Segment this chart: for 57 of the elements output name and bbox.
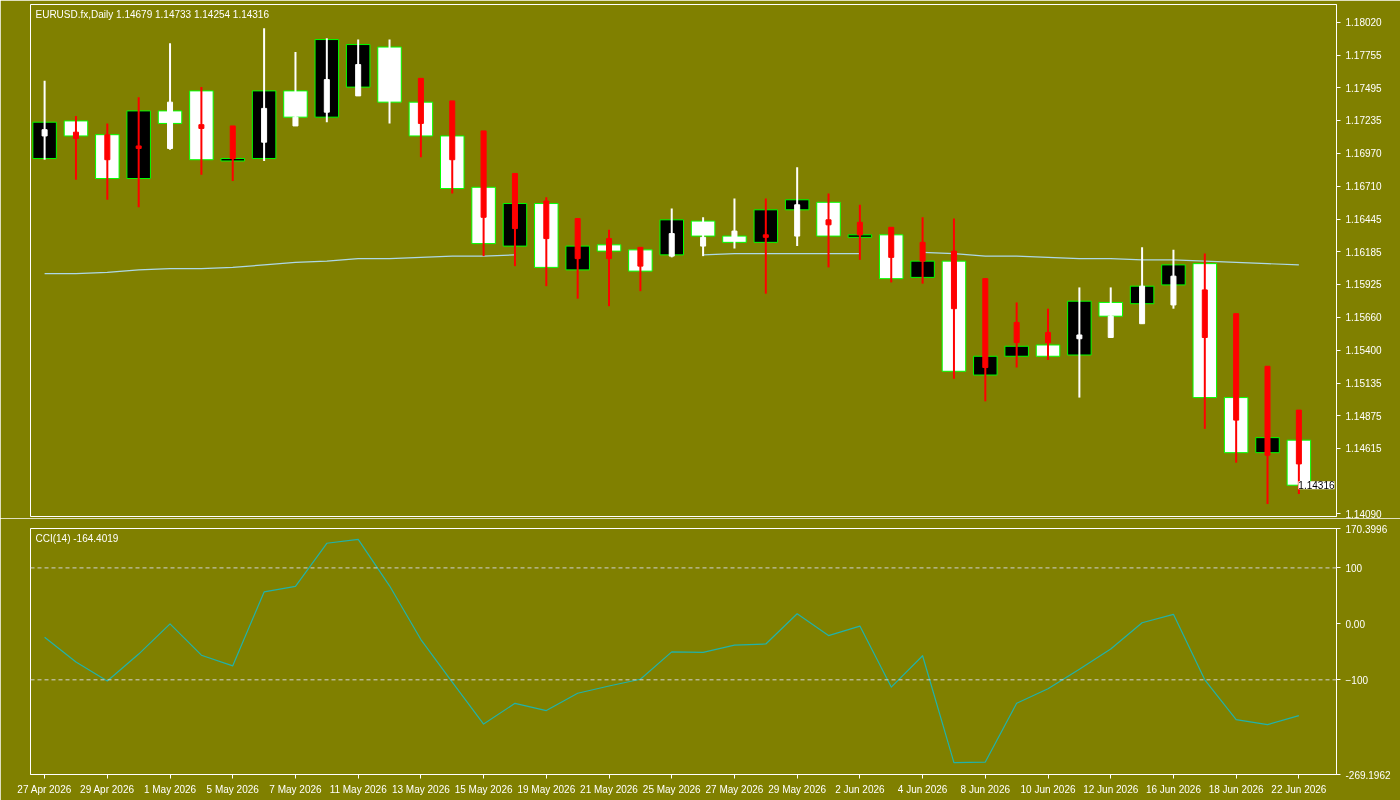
chart-title: EURUSD.fx,Daily 1.14679 1.14733 1.14254 1.14316 [35, 8, 270, 20]
y-tick-label: 100 [1345, 562, 1363, 574]
candlestick [1067, 286, 1092, 399]
category-label: 5 May 2026 [206, 783, 259, 795]
category-label: 13 May 2026 [391, 783, 450, 795]
category-label: 27 May 2026 [705, 783, 764, 795]
y-tick-label: 1.15660 [1345, 312, 1383, 324]
category-label: 21 May 2026 [580, 783, 638, 795]
y-tick-label: -269.1962 [1345, 769, 1391, 781]
candlestick [847, 203, 873, 261]
annotation: 1.14316 [1298, 480, 1335, 492]
category-label: 29 May 2026 [768, 783, 827, 795]
y-tick-label: 1.14875 [1345, 410, 1383, 422]
category-label: 7 May 2026 [269, 783, 322, 795]
y-tick-label: 1.15135 [1345, 378, 1383, 390]
category-label: 29 Apr 2026 [80, 783, 135, 795]
category-label: 2 Jun 2026 [835, 783, 885, 795]
y-tick-label: 1.16710 [1345, 181, 1383, 193]
y-tick-label: 1.14615 [1345, 443, 1383, 455]
category-label: 1 May 2026 [143, 783, 197, 795]
category-label: 15 May 2026 [454, 783, 513, 795]
y-tick-label: 1.16970 [1345, 148, 1383, 160]
candlestick [189, 86, 214, 176]
y-tick-label: 1.17235 [1345, 115, 1383, 127]
category-label: 12 Jun 2026 [1083, 783, 1139, 795]
y-tick-label: 1.16185 [1345, 246, 1383, 258]
y-tick-label: −100 [1345, 674, 1369, 686]
category-label: 27 Apr 2026 [17, 783, 72, 795]
category-label: 4 Jun 2026 [897, 783, 948, 795]
category-label: 11 May 2026 [329, 783, 387, 795]
candlestick [816, 192, 841, 269]
candlestick [1035, 307, 1061, 362]
y-tick-label: 1.17495 [1345, 82, 1383, 94]
category-label: 25 May 2026 [642, 783, 701, 795]
y-tick-label: 1.15925 [1345, 279, 1383, 291]
category-label: 10 Jun 2026 [1020, 783, 1076, 795]
candlestick [63, 114, 89, 181]
category-label: 19 May 2026 [517, 783, 576, 795]
y-tick-label: 1.18020 [1345, 17, 1383, 29]
chart-title: CCI(14) -164.4019 [35, 532, 119, 544]
category-label: 16 Jun 2026 [1145, 783, 1201, 795]
y-tick-label: 1.15400 [1345, 345, 1383, 357]
candlestick [722, 197, 747, 250]
candlestick [910, 216, 935, 285]
candlestick [1004, 301, 1029, 369]
category-label: 18 Jun 2026 [1208, 783, 1264, 795]
y-tick-label: 0.00 [1345, 618, 1366, 630]
category-label: 22 Jun 2026 [1271, 783, 1327, 795]
candlestick [690, 216, 716, 258]
y-tick-label: 1.17755 [1345, 50, 1383, 62]
y-tick-label: 1.16445 [1345, 214, 1383, 226]
y-tick-label: 170.3996 [1345, 523, 1388, 535]
y-tick-label: 1.14090 [1345, 509, 1383, 520]
candlestick [753, 197, 779, 295]
category-label: 8 Jun 2026 [960, 783, 1011, 795]
candlestick [377, 38, 402, 125]
candlestick [126, 96, 151, 209]
